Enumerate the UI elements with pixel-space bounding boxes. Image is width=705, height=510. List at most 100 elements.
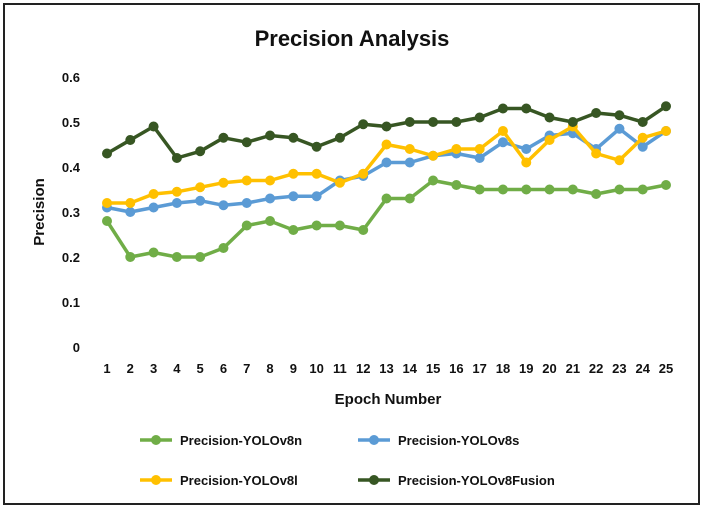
legend-swatch-marker [151, 435, 161, 445]
x-tick-label: 21 [566, 361, 580, 376]
x-tick-label: 25 [659, 361, 673, 376]
data-point [637, 184, 648, 195]
x-tick-label: 6 [220, 361, 227, 376]
data-point [218, 132, 229, 143]
data-point [544, 135, 555, 145]
data-point [358, 119, 369, 130]
data-point [637, 117, 648, 127]
x-tick-label: 9 [290, 361, 297, 376]
legend: Precision-YOLOv8n Precision-YOLOv8s Precis… [140, 433, 555, 488]
data-point [241, 220, 252, 231]
data-point [661, 126, 671, 136]
data-point [451, 117, 462, 127]
data-point [497, 103, 508, 114]
data-point [125, 198, 136, 208]
data-point [265, 193, 276, 204]
y-tick-label: 0 [73, 340, 80, 355]
data-point [614, 155, 625, 166]
data-point [497, 137, 508, 148]
data-point [474, 112, 485, 123]
data-point [451, 180, 462, 190]
data-point [521, 157, 532, 168]
data-point [404, 157, 415, 168]
data-point [171, 153, 182, 163]
x-tick-label: 24 [635, 361, 650, 376]
data-point [195, 252, 206, 262]
legend-item: Precision-YOLOv8Fusion [358, 473, 555, 488]
data-point [195, 146, 206, 157]
data-point [544, 184, 555, 195]
y-tick-label: 0.2 [62, 250, 80, 265]
x-tick-label: 19 [519, 361, 533, 376]
data-point [311, 141, 322, 152]
data-point [241, 175, 252, 186]
x-tick-label: 20 [542, 361, 556, 376]
data-point [497, 184, 508, 195]
data-point [148, 202, 159, 213]
data-point [311, 220, 322, 231]
data-point [614, 123, 625, 134]
data-point [102, 148, 112, 159]
legend-label: Precision-YOLOv8s [398, 433, 519, 448]
x-tick-label: 15 [426, 361, 440, 376]
data-point [591, 108, 602, 118]
chart-title: Precision Analysis [255, 26, 450, 51]
legend-swatch-marker [151, 475, 161, 485]
y-axis-label: Precision [31, 178, 48, 246]
x-tick-label: 16 [449, 361, 463, 376]
data-point [265, 130, 276, 141]
data-point [521, 184, 532, 195]
data-point [661, 180, 671, 190]
data-point [428, 175, 439, 186]
data-point [241, 198, 252, 208]
x-tick-label: 14 [403, 361, 418, 376]
data-point [241, 137, 252, 148]
data-point [521, 144, 532, 154]
x-tick-label: 23 [612, 361, 626, 376]
legend-label: Precision-YOLOv8Fusion [398, 473, 555, 488]
y-tick-label: 0.5 [62, 115, 80, 130]
series-line [106, 104, 667, 160]
data-point [195, 195, 206, 206]
data-point [171, 252, 182, 262]
data-point [428, 150, 439, 161]
data-point [125, 135, 136, 145]
x-tick-label: 5 [197, 361, 204, 376]
x-tick-label: 4 [173, 361, 181, 376]
x-tick-label: 12 [356, 361, 370, 376]
data-point [265, 175, 276, 186]
data-point [218, 177, 229, 188]
x-tick-label: 18 [496, 361, 510, 376]
data-point [171, 186, 182, 197]
data-point [195, 182, 206, 193]
legend-item: Precision-YOLOv8s [358, 433, 519, 448]
data-point [404, 193, 415, 204]
data-point [358, 168, 369, 179]
data-point [381, 121, 392, 132]
data-point [497, 126, 508, 136]
data-point [637, 132, 648, 143]
data-point [311, 191, 322, 202]
data-point [451, 144, 462, 154]
data-point [125, 252, 136, 262]
data-point [218, 200, 229, 211]
data-point [288, 225, 299, 235]
x-tick-label: 7 [243, 361, 250, 376]
x-tick-label: 2 [127, 361, 134, 376]
data-point [102, 216, 112, 226]
y-tick-label: 0.3 [62, 205, 80, 220]
data-point [567, 117, 578, 127]
data-point [404, 117, 415, 127]
legend-swatch-marker [369, 475, 379, 485]
data-point [614, 184, 625, 195]
data-point [334, 177, 345, 188]
data-point [171, 198, 182, 208]
data-point [381, 193, 392, 204]
data-point [591, 148, 602, 159]
x-tick-label: 11 [333, 361, 347, 376]
y-tick-label: 0.6 [62, 70, 80, 85]
x-tick-label: 8 [266, 361, 273, 376]
data-point [474, 153, 485, 163]
data-point [125, 207, 136, 217]
